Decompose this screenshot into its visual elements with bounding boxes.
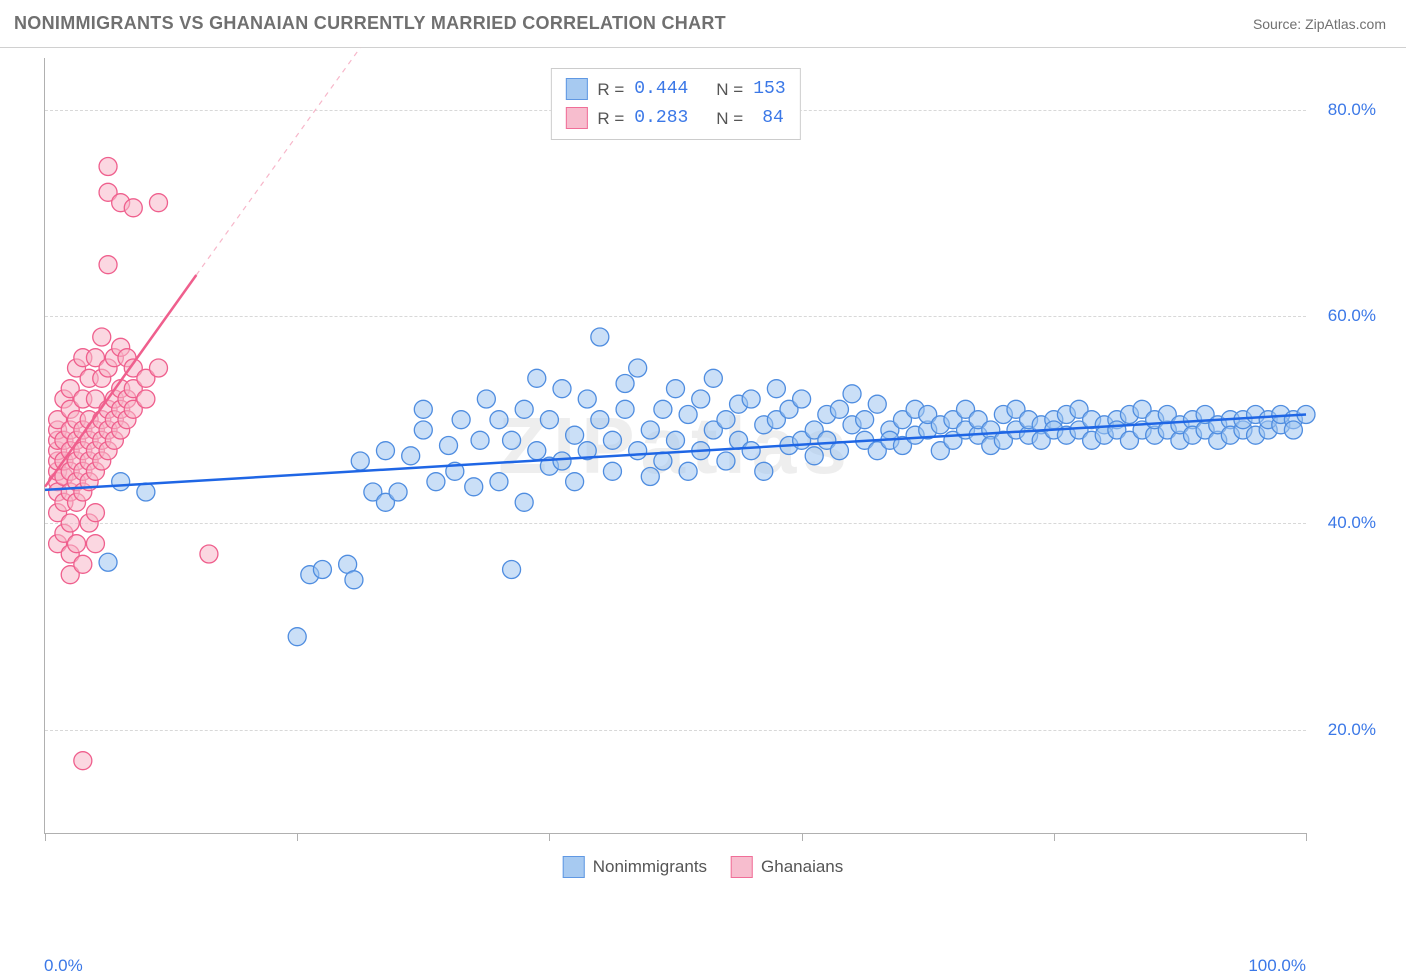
legend-item-blue: Nonimmigrants <box>563 856 707 878</box>
x-tick <box>45 833 46 841</box>
y-tick-label: 40.0% <box>1316 513 1376 533</box>
plot-region: ZIPatlas R = 0.444 N = 153 R = 0.283 N =… <box>44 58 1306 834</box>
x-tick-max: 100.0% <box>1248 956 1306 976</box>
chart-title: NONIMMIGRANTS VS GHANAIAN CURRENTLY MARR… <box>14 13 726 34</box>
legend-row-blue: R = 0.444 N = 153 <box>565 75 785 104</box>
series-name-blue: Nonimmigrants <box>593 857 707 877</box>
source-name: ZipAtlas.com <box>1305 16 1386 32</box>
correlation-legend: R = 0.444 N = 153 R = 0.283 N = 84 <box>550 68 800 140</box>
chart-area: Currently Married ZIPatlas R = 0.444 N =… <box>0 48 1406 892</box>
y-tick-label: 20.0% <box>1316 720 1376 740</box>
n-value-blue: 153 <box>753 75 785 104</box>
x-tick <box>549 833 550 841</box>
swatch-blue-icon <box>565 78 587 100</box>
scatter-svg <box>45 58 1306 833</box>
y-tick-label: 60.0% <box>1316 306 1376 326</box>
r-value-pink: 0.283 <box>634 104 688 133</box>
swatch-pink-icon <box>565 107 587 129</box>
x-tick <box>297 833 298 841</box>
x-tick-min: 0.0% <box>44 956 83 976</box>
n-label-pink: N = <box>716 105 743 132</box>
x-tick <box>1306 833 1307 841</box>
source-label: Source: <box>1253 16 1301 32</box>
series-name-pink: Ghanaians <box>761 857 843 877</box>
n-label-blue: N = <box>716 76 743 103</box>
swatch-pink-icon <box>731 856 753 878</box>
x-tick <box>1054 833 1055 841</box>
y-tick-label: 80.0% <box>1316 100 1376 120</box>
r-label-blue: R = <box>597 76 624 103</box>
series-legend: Nonimmigrants Ghanaians <box>563 856 844 878</box>
legend-row-pink: R = 0.283 N = 84 <box>565 104 785 133</box>
legend-item-pink: Ghanaians <box>731 856 843 878</box>
n-value-pink: 84 <box>753 104 784 133</box>
source-attribution: Source: ZipAtlas.com <box>1253 16 1386 32</box>
swatch-blue-icon <box>563 856 585 878</box>
r-label-pink: R = <box>597 105 624 132</box>
x-tick <box>802 833 803 841</box>
r-value-blue: 0.444 <box>634 75 688 104</box>
chart-header: NONIMMIGRANTS VS GHANAIAN CURRENTLY MARR… <box>0 0 1406 48</box>
